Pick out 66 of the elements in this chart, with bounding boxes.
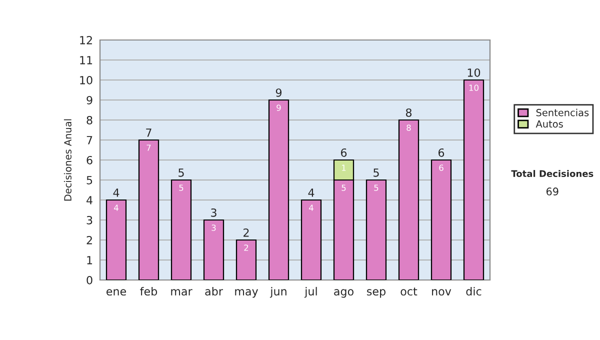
y-tick-label: 12 <box>80 36 92 44</box>
bar <box>203 219 224 280</box>
total-label: 2 <box>244 228 249 237</box>
text: Total Decisiones <box>511 170 594 178</box>
bar <box>170 179 192 280</box>
data-label: 9 <box>276 104 281 111</box>
x-tick-label: sep <box>367 289 386 298</box>
total-label: 7 <box>146 128 152 137</box>
x-tick-label: ene <box>106 289 126 296</box>
x-tick-label: jul <box>304 286 317 298</box>
data-label: 8 <box>406 124 411 131</box>
legend-label: Autos <box>536 120 563 128</box>
bar <box>236 239 257 280</box>
legend-label: Sentencias <box>536 108 589 116</box>
y-tick-label: 9 <box>86 96 92 104</box>
total-label: 5 <box>178 168 184 177</box>
total-label: 5 <box>374 168 379 177</box>
y-tick-label: 7 <box>86 136 92 144</box>
y-tick-label: 4 <box>86 196 92 204</box>
data-label: 5 <box>374 184 378 191</box>
x-tick-label: ago <box>334 289 354 298</box>
y-tick-label: 1 <box>87 256 92 264</box>
y-tick-label: 3 <box>86 216 92 224</box>
y-tick-label: 8 <box>86 116 92 124</box>
data-label: 1 <box>342 164 346 171</box>
y-tick-label: 0 <box>86 276 92 284</box>
bar <box>366 179 387 280</box>
text: 69 <box>546 188 558 196</box>
y-tick-label: 6 <box>86 156 92 164</box>
data-label: 7 <box>146 144 151 151</box>
total-label: 6 <box>438 148 444 157</box>
data-label: 4 <box>114 204 118 211</box>
x-tick-label: mar <box>171 289 192 296</box>
total-label: 3 <box>211 208 216 217</box>
data-label: 6 <box>439 164 444 171</box>
bar <box>463 79 484 280</box>
y-tick-label: 5 <box>86 176 92 184</box>
bar <box>138 139 160 280</box>
data-label: 4 <box>309 204 314 211</box>
x-tick-label: abr <box>205 286 223 296</box>
total-label: 10 <box>468 68 480 77</box>
x-tick-label: dic <box>466 286 482 296</box>
total-label: 6 <box>340 148 347 157</box>
y-tick-label: 10 <box>80 76 92 84</box>
data-label: 5 <box>342 184 346 191</box>
data-label: 10 <box>469 84 478 91</box>
y-tick-label: 11 <box>80 56 92 64</box>
bar <box>106 199 127 280</box>
y-axis-title: Decisiones Anual <box>64 119 72 201</box>
x-tick-label: may <box>235 289 258 298</box>
total-label: 4 <box>308 188 314 197</box>
bar <box>300 199 322 280</box>
x-tick-label: oct <box>400 288 418 296</box>
bar <box>430 159 452 280</box>
total-label: 9 <box>276 88 282 97</box>
x-tick-label: feb <box>140 286 158 296</box>
bar <box>398 119 420 280</box>
y-tick-label: 2 <box>86 236 92 244</box>
bar <box>268 99 290 280</box>
x-tick-label: nov <box>432 289 452 296</box>
data-label: 5 <box>179 184 184 191</box>
data-label: 3 <box>212 224 216 231</box>
total-label: 8 <box>406 108 412 117</box>
total-label: 4 <box>113 188 120 197</box>
x-tick-label: jun <box>270 286 286 298</box>
data-label: 2 <box>244 244 248 251</box>
